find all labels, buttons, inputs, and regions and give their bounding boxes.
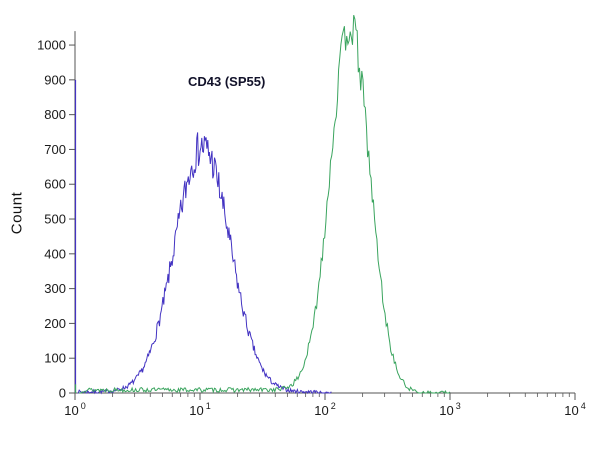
annotation-cd43: CD43 (SP55)	[188, 74, 266, 89]
y-tick-label: 100	[44, 351, 66, 366]
y-tick-label: 600	[44, 177, 66, 192]
y-tick-label: 700	[44, 142, 66, 157]
y-tick-label: 500	[44, 212, 66, 227]
x-tick-label: 10 4	[564, 401, 585, 418]
y-tick-label: 0	[59, 386, 66, 401]
y-tick-label: 300	[44, 281, 66, 296]
x-tick-label: 10 3	[439, 401, 460, 418]
y-tick-label: 900	[44, 72, 66, 87]
green-histogram	[78, 14, 451, 394]
y-tick-label: 800	[44, 107, 66, 122]
y-tick-label: 200	[44, 316, 66, 331]
x-tick-label: 10 1	[189, 401, 210, 418]
blue-histogram	[77, 132, 332, 395]
y-tick-label: 400	[44, 246, 66, 261]
x-tick-label: 10 2	[314, 401, 335, 418]
x-tick-label: 10 0	[64, 401, 85, 418]
y-tick-label: 1000	[37, 38, 66, 53]
